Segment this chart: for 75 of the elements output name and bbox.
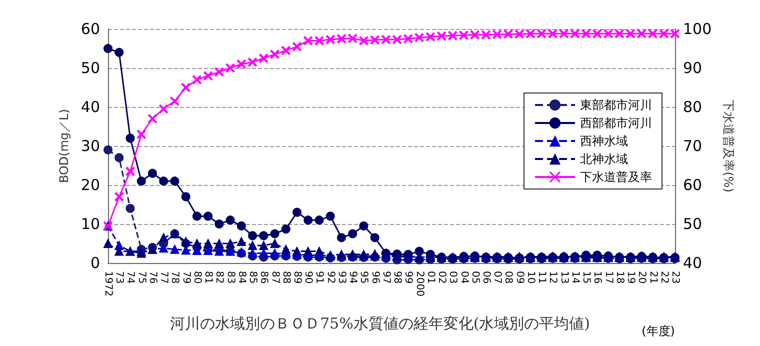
x-tick-label: 13 [558, 271, 570, 284]
x-tick-label: 03 [447, 271, 458, 284]
x-tick-label: 08 [502, 271, 514, 284]
y2-tick-label: 50 [683, 215, 702, 233]
y2-tick-label: 80 [683, 98, 702, 116]
x-tick-label: 12 [547, 271, 558, 284]
x-tick-label: 11 [536, 271, 548, 284]
x-tick-label: 22 [658, 271, 670, 284]
x-tick-label: 75 [136, 271, 147, 284]
x-tick-label: 16 [592, 271, 603, 284]
legend-label: 西神水域 [580, 134, 628, 148]
x-tick-label: 06 [480, 271, 492, 284]
y-tick-label: 10 [80, 215, 100, 233]
x-tick-label: 18 [614, 271, 625, 284]
y-tick-label: 60 [80, 20, 100, 38]
x-tick-label: 05 [469, 271, 480, 284]
y2-tick-label: 70 [683, 137, 702, 155]
x-tick-label: 99 [402, 271, 414, 284]
x-tick-label: 91 [314, 271, 325, 284]
x-tick-label: 23 [670, 271, 680, 284]
x-tick-label: 76 [146, 271, 158, 284]
x-tick-label: 89 [292, 271, 302, 284]
x-tick-label: 02 [436, 271, 448, 284]
x-tick-label: 88 [280, 271, 292, 284]
legend-label: 東部都市河川 [580, 98, 652, 112]
legend-label: 北神水域 [580, 152, 628, 166]
y2-tick-label: 100 [683, 20, 712, 38]
x-tick-label: 82 [214, 271, 225, 284]
y-tick-label: 20 [80, 176, 100, 194]
x-axis-title: (年度) [642, 324, 675, 338]
y2-tick-label: 90 [683, 59, 702, 77]
x-tick-label: 96 [369, 271, 380, 284]
y2-tick-label: 60 [683, 176, 702, 194]
x-tick-label: 86 [258, 271, 270, 284]
x-tick-label: 19 [625, 271, 636, 284]
x-tick-label: 87 [269, 271, 280, 284]
x-tick-label: 78 [169, 271, 180, 284]
y-axis-title: BOD(mg／L) [57, 108, 72, 184]
y2-tick-label: 40 [683, 254, 702, 272]
text: 河川の水域別のＢＯＤ75%水質値の経年変化(水域別の平均値) [170, 314, 590, 332]
x-tick-label: 14 [569, 271, 580, 284]
x-tick-label: 80 [191, 271, 202, 284]
y-tick-label: 50 [80, 59, 100, 77]
x-tick-label: 21 [647, 271, 658, 284]
x-tick-label: 79 [180, 271, 192, 284]
x-tick-label: 97 [380, 271, 392, 284]
x-tick-label: 10 [524, 271, 536, 284]
x-tick-label: 1972 [102, 271, 114, 296]
x-tick-label: 95 [358, 271, 370, 284]
y-tick-label: 30 [80, 137, 100, 155]
x-tick-label: 07 [492, 271, 503, 284]
x-tick-label: 83 [224, 271, 236, 284]
y2-axis-title: 下水道普及率(%) [722, 100, 736, 192]
x-tick-label: 2000 [414, 271, 425, 296]
x-tick-label: 01 [424, 271, 436, 284]
x-tick-label: 84 [236, 271, 247, 284]
x-tick-label: 17 [602, 271, 614, 284]
x-tick-label: 20 [636, 271, 648, 284]
y-tick-label: 0 [90, 254, 100, 272]
x-tick-label: 74 [124, 271, 136, 284]
x-tick-label: 92 [324, 271, 336, 284]
legend-label: 下水道普及率 [580, 170, 652, 184]
x-tick-label: 94 [347, 271, 358, 284]
x-tick-label: 15 [580, 271, 592, 284]
x-tick-label: 93 [336, 271, 347, 284]
x-tick-label: 98 [392, 271, 403, 284]
legend-label: 西部都市河川 [580, 116, 652, 130]
x-tick-label: 73 [114, 271, 125, 284]
x-tick-label: 77 [158, 271, 170, 284]
x-tick-label: 09 [514, 271, 525, 284]
x-tick-label: 81 [202, 271, 214, 284]
x-tick-label: 90 [302, 271, 314, 284]
x-tick-label: 04 [458, 271, 470, 284]
x-tick-label: 85 [247, 271, 258, 284]
y-tick-label: 40 [80, 98, 100, 116]
